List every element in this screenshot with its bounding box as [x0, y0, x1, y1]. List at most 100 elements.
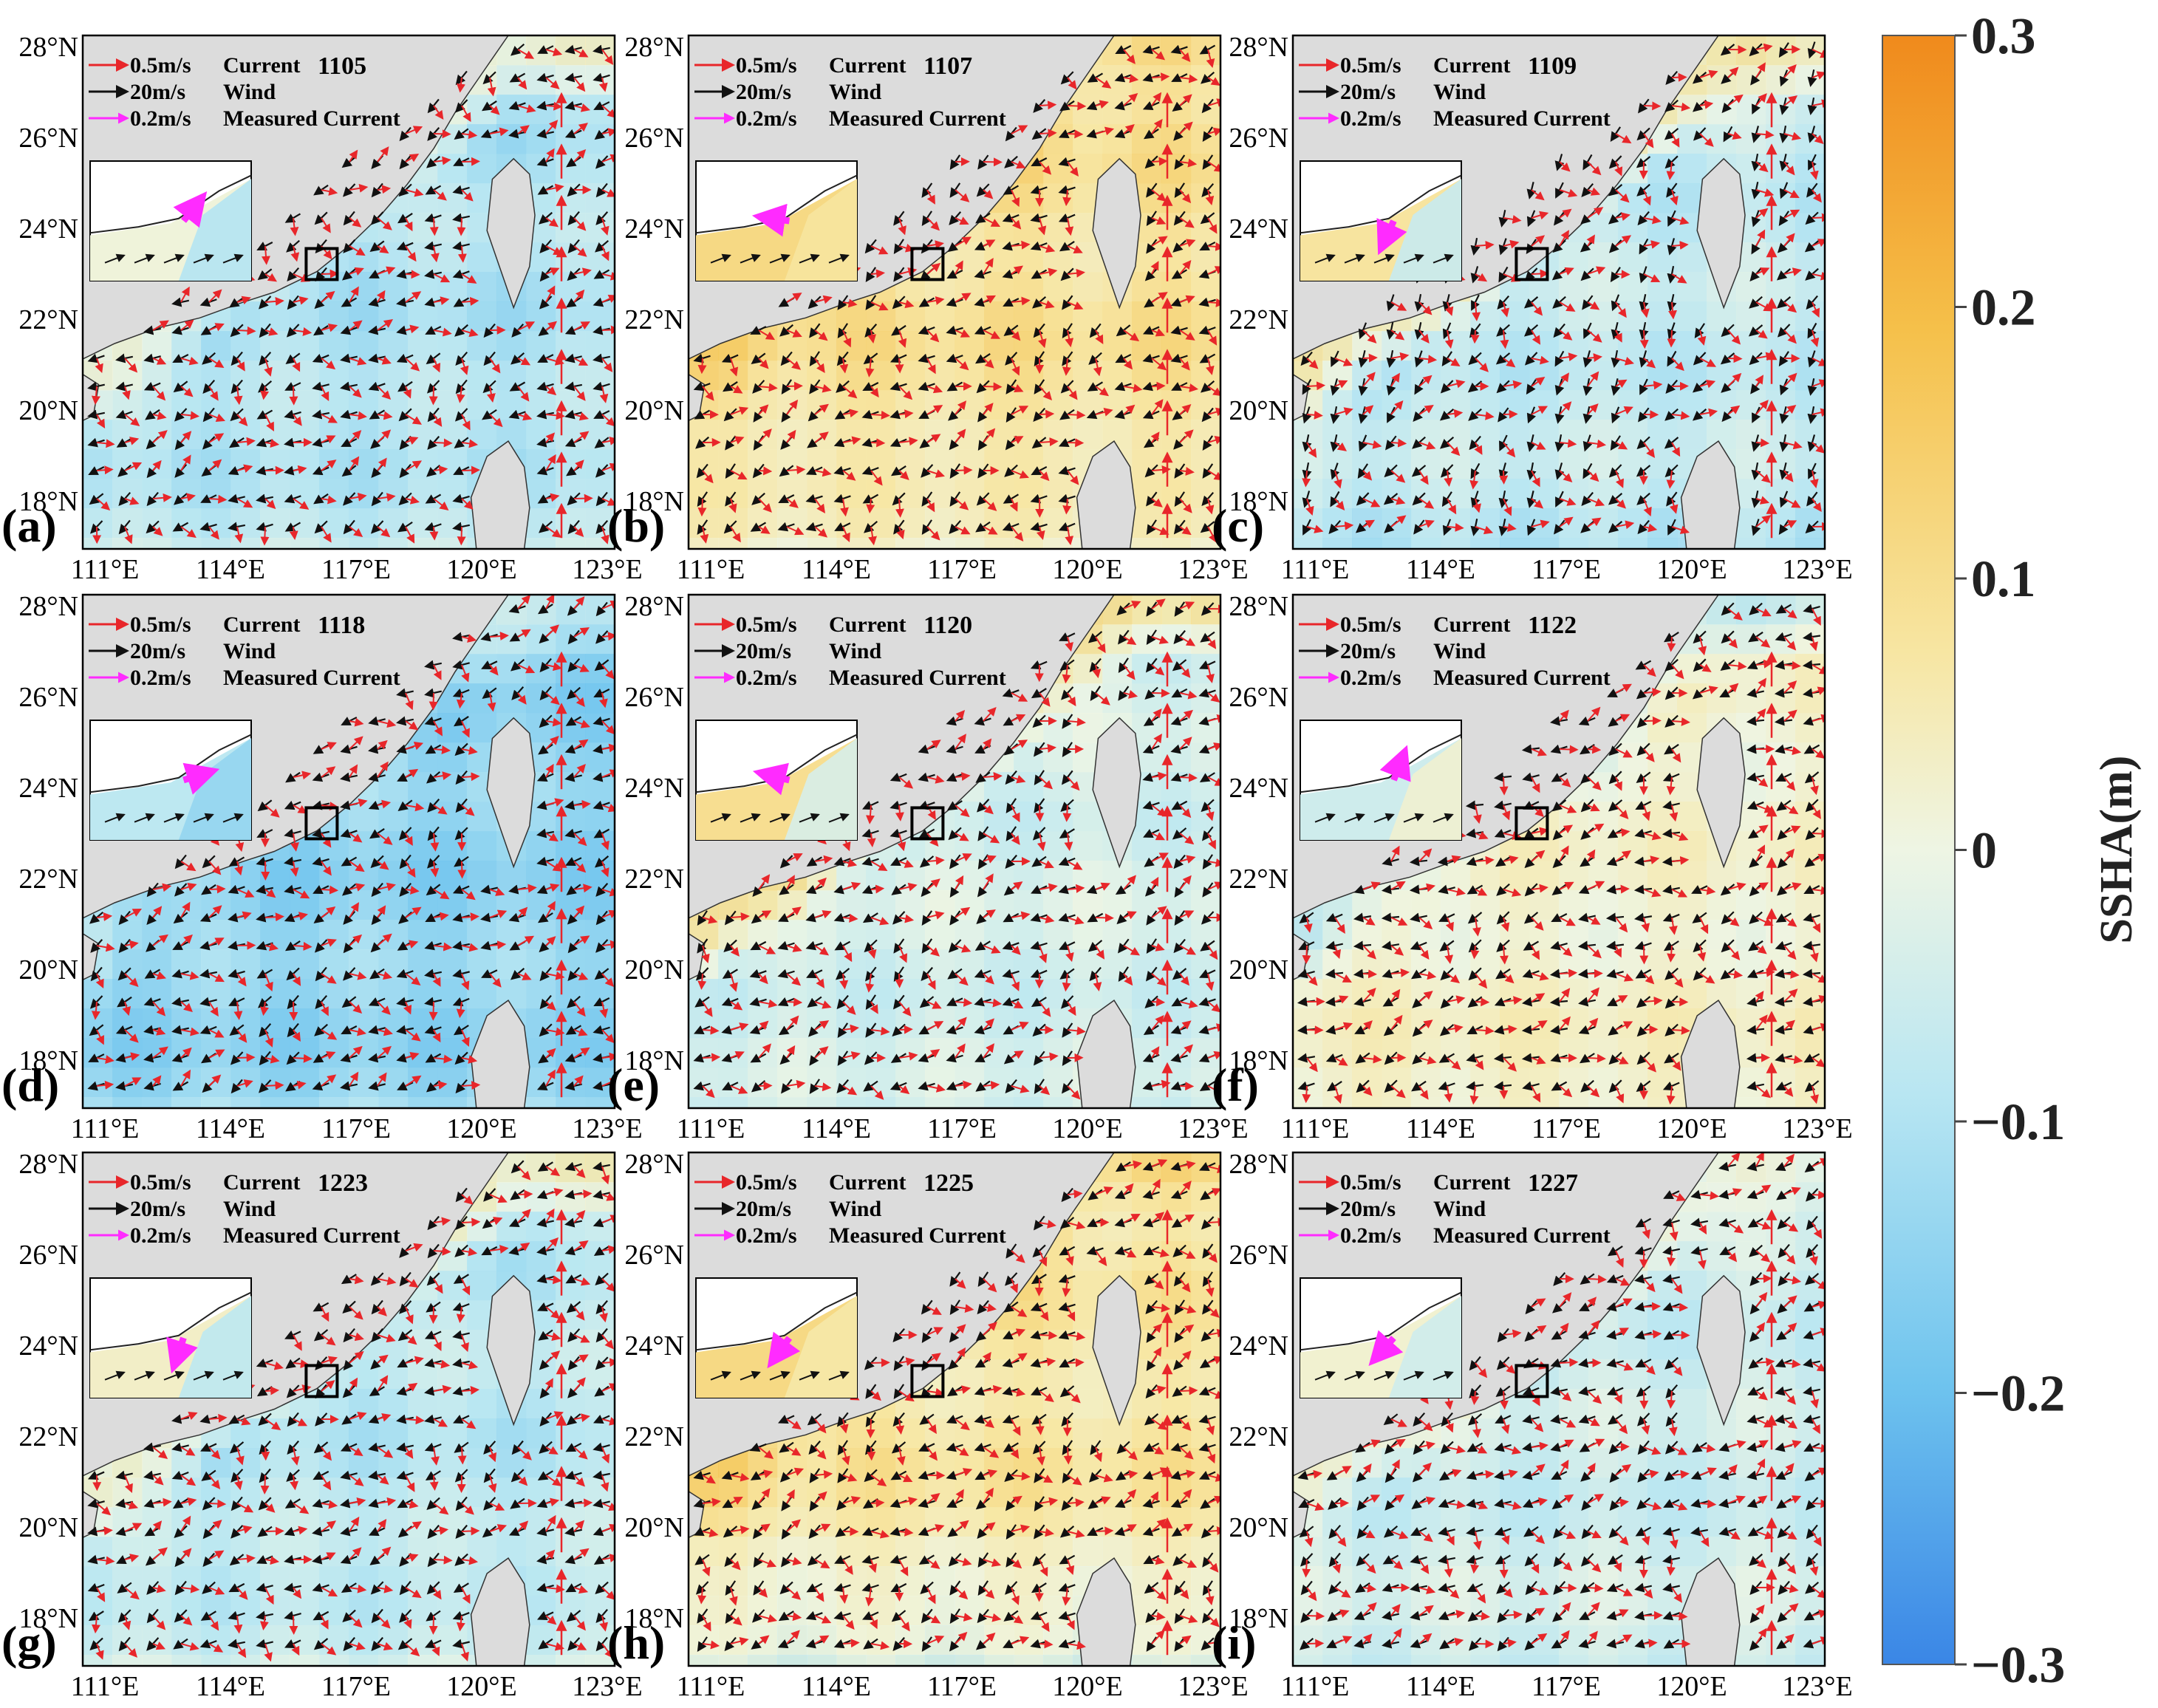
ssha-cell	[408, 449, 438, 479]
ssha-cell	[895, 420, 926, 450]
lon-tick-label: 117°E	[1532, 554, 1601, 585]
ssha-cell	[556, 831, 586, 861]
ssha-cell	[1043, 713, 1073, 743]
ssha-cell	[1618, 742, 1648, 773]
ssha-cell	[231, 1008, 261, 1039]
ssha-cell	[1191, 890, 1220, 920]
ssha-cell	[689, 1038, 719, 1068]
ssha-cell	[1161, 213, 1192, 243]
current-arrow	[461, 157, 481, 166]
ssha-cell	[1795, 1068, 1825, 1098]
ssha-cell	[585, 449, 615, 479]
ssha-cell	[1647, 742, 1678, 773]
ssha-cell	[1500, 1008, 1530, 1039]
ssha-cell	[1191, 920, 1220, 950]
ssha-cell	[866, 449, 896, 479]
ssha-cell	[556, 624, 586, 655]
ssha-cell	[556, 154, 586, 184]
ssha-cell	[1795, 420, 1825, 450]
panel-label: (d)	[1, 1059, 59, 1111]
ssha-cell	[556, 213, 586, 243]
ssha-cell	[1766, 361, 1796, 391]
ssha-cell	[585, 65, 615, 95]
ssha-cell	[689, 1068, 719, 1098]
current-arrow	[487, 77, 496, 97]
ssha-cell	[955, 1008, 985, 1039]
ssha-cell	[1322, 979, 1353, 1009]
ssha-cell	[1795, 742, 1825, 773]
ssha-cell	[142, 1038, 172, 1068]
ssha-cell	[408, 1097, 438, 1108]
ssha-cell	[319, 1008, 349, 1039]
lon-tick-label: 111°E	[1281, 554, 1350, 585]
ssha-cell	[585, 831, 615, 861]
ssha-cell	[585, 654, 615, 684]
legend-current-label: Current	[1433, 53, 1510, 78]
ssha-cell	[836, 420, 867, 450]
ssha-cell	[1014, 420, 1044, 450]
ssha-cell	[866, 331, 896, 361]
current-arrow	[573, 103, 591, 112]
ssha-cell	[1766, 449, 1796, 479]
ssha-cell	[777, 920, 807, 950]
ssha-cell	[1588, 390, 1619, 420]
ssha-cell	[496, 624, 527, 655]
ssha-cell	[171, 1008, 202, 1039]
ssha-cell	[378, 1068, 409, 1098]
ssha-cell	[1795, 949, 1825, 980]
legend-wind-scale: 20m/s	[736, 80, 791, 104]
ssha-cell	[1352, 538, 1382, 549]
ssha-cell	[1500, 390, 1530, 420]
ssha-cell	[83, 449, 113, 479]
ssha-cell	[984, 1038, 1014, 1068]
ssha-cell	[1795, 683, 1825, 714]
ssha-cell	[526, 920, 556, 950]
ssha-cell	[1352, 1097, 1382, 1108]
lon-tick-label: 111°E	[71, 1113, 140, 1144]
ssha-cell	[467, 331, 497, 361]
ssha-cell	[836, 331, 867, 361]
lon-tick-label: 111°E	[71, 554, 140, 585]
ssha-cell	[556, 449, 586, 479]
ssha-cell	[895, 449, 926, 479]
current-arrow	[573, 123, 588, 134]
ssha-cell	[689, 420, 719, 450]
ssha-cell	[1766, 242, 1796, 273]
ssha-cell	[1529, 1068, 1560, 1098]
ssha-cell	[1132, 920, 1162, 950]
ssha-cell	[526, 479, 556, 509]
current-arrow	[1727, 354, 1743, 363]
ssha-cell	[866, 1068, 896, 1098]
ssha-cell	[556, 861, 586, 891]
ssha-cell	[1795, 183, 1825, 214]
ssha-cell	[748, 479, 778, 509]
panel-date: 1107	[923, 52, 972, 80]
current-arrow	[573, 148, 587, 163]
ssha-cell	[1766, 390, 1796, 420]
ssha-cell	[718, 1038, 748, 1068]
ssha-cell	[1161, 713, 1192, 743]
ssha-cell	[836, 479, 867, 509]
ssha-cell	[955, 272, 985, 302]
ssha-cell	[1102, 920, 1133, 950]
ssha-cell	[1411, 361, 1441, 391]
ssha-cell	[689, 479, 719, 509]
ssha-cell	[496, 420, 527, 450]
ssha-cell	[408, 301, 438, 332]
ssha-cell	[1736, 1097, 1766, 1108]
legend-current-label: Current	[829, 53, 906, 78]
current-arrow	[1035, 805, 1045, 822]
ssha-cell	[290, 479, 320, 509]
current-arrow	[601, 188, 615, 197]
ssha-cell	[777, 890, 807, 920]
ssha-cell	[83, 1068, 113, 1098]
ssha-cell	[1073, 361, 1103, 391]
ssha-cell	[437, 861, 468, 891]
current-arrow	[236, 1053, 256, 1062]
current-arrow	[293, 1053, 313, 1063]
ssha-cell	[1073, 420, 1103, 450]
current-arrow	[461, 189, 474, 202]
ssha-cell	[437, 831, 468, 861]
ssha-cell	[1500, 1097, 1530, 1108]
